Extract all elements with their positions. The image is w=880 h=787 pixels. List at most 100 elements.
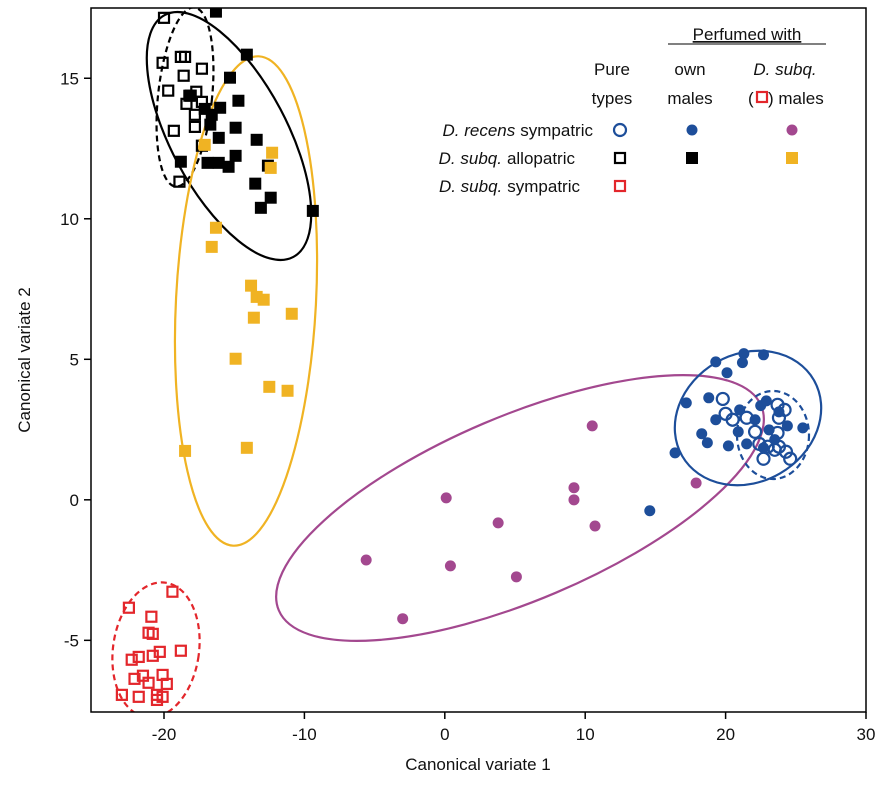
legend-column: ) males — [768, 89, 824, 108]
point — [115, 688, 128, 701]
y-tick-label: -5 — [64, 631, 79, 650]
legend-row: D. subq. allopatric — [439, 149, 576, 168]
x-tick-label: 30 — [857, 725, 876, 744]
point — [725, 412, 740, 427]
ellipse — [111, 581, 201, 712]
x-axis-label: Canonical variate 1 — [405, 755, 551, 774]
point — [166, 585, 179, 598]
y-tick-label: 15 — [60, 69, 79, 88]
legend-row: D. recens sympatric — [443, 121, 594, 140]
legend-row-type: allopatric — [507, 149, 576, 168]
legend-icon — [755, 90, 769, 104]
legend: Perfumed with Pure types own males D. su… — [439, 25, 826, 196]
point — [240, 48, 253, 61]
point — [281, 384, 294, 397]
point — [644, 505, 656, 517]
point — [122, 601, 136, 614]
point — [198, 138, 211, 151]
legend-symbol — [686, 152, 698, 164]
point — [240, 441, 253, 454]
point — [167, 124, 180, 137]
legend-row-type: sympatric — [520, 121, 593, 140]
x-tick-label: 0 — [440, 725, 449, 744]
y-tick-label: 5 — [70, 350, 79, 369]
point — [440, 492, 452, 504]
legend-title: Perfumed with — [693, 25, 802, 44]
point — [229, 352, 242, 365]
ellipse — [155, 8, 215, 188]
point — [758, 349, 770, 361]
point — [212, 131, 225, 144]
legend-column: D. subq. — [753, 60, 816, 79]
point — [696, 428, 708, 440]
point — [249, 177, 262, 190]
point — [178, 50, 192, 64]
point — [145, 610, 158, 623]
point — [183, 89, 196, 102]
point — [250, 133, 263, 146]
point — [722, 440, 734, 452]
x-tick-label: 20 — [716, 725, 735, 744]
point — [710, 356, 722, 368]
point — [209, 221, 222, 234]
point — [732, 426, 744, 438]
point — [205, 240, 218, 253]
point — [703, 392, 715, 404]
legend-symbol — [612, 122, 628, 138]
point — [756, 451, 771, 466]
point — [738, 348, 750, 360]
point — [721, 367, 733, 379]
point — [188, 108, 201, 121]
point — [734, 404, 746, 416]
point — [150, 693, 164, 707]
legend-column: ( — [748, 89, 754, 108]
point — [285, 307, 298, 320]
point — [160, 677, 173, 690]
point — [174, 644, 187, 657]
point — [589, 520, 601, 532]
legend-column: males — [667, 89, 712, 108]
point — [797, 422, 809, 434]
point — [741, 438, 753, 450]
legend-row-species: D. subq. — [439, 149, 502, 168]
point — [510, 571, 522, 583]
point — [749, 414, 761, 426]
point — [264, 191, 277, 204]
ellipse — [145, 10, 313, 262]
point — [156, 56, 169, 69]
point — [212, 156, 225, 169]
point — [669, 447, 681, 459]
point — [201, 156, 214, 169]
point — [157, 11, 171, 24]
points — [115, 8, 809, 707]
point — [773, 406, 785, 418]
point — [125, 653, 138, 666]
legend-column: own — [674, 60, 705, 79]
legend-symbol — [613, 151, 627, 165]
x-tick-label: -20 — [152, 725, 177, 744]
y-tick-label: 0 — [70, 491, 79, 510]
point — [701, 437, 713, 449]
legend-symbol — [613, 179, 627, 193]
point — [397, 613, 409, 625]
point — [245, 279, 258, 292]
point — [690, 477, 702, 489]
point — [177, 69, 190, 82]
point — [247, 311, 260, 324]
point — [128, 672, 141, 685]
point — [188, 120, 201, 133]
point — [680, 397, 692, 409]
legend-symbol — [786, 152, 798, 164]
legend-row-species: D. subq. — [439, 177, 502, 196]
point — [132, 650, 145, 664]
ellipse — [173, 55, 319, 547]
point — [214, 101, 227, 114]
point — [162, 84, 175, 97]
point — [264, 161, 277, 174]
point — [710, 414, 722, 426]
point — [586, 420, 598, 432]
point — [204, 118, 217, 131]
y-axis-label: Canonical variate 2 — [15, 287, 34, 433]
point — [760, 395, 772, 407]
point — [173, 175, 186, 188]
